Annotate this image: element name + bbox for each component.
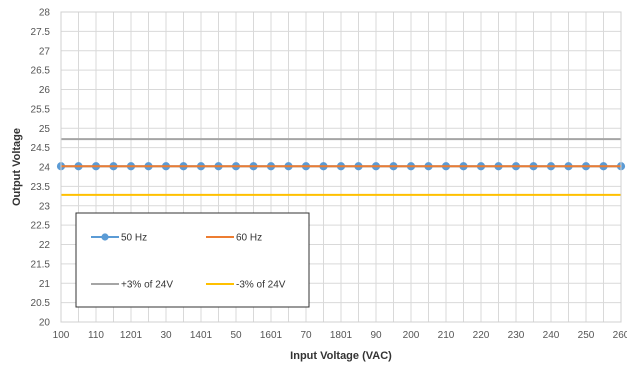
legend-label-50-hz: 50 Hz	[121, 233, 147, 244]
y-tick-label: 20	[39, 318, 51, 329]
x-axis-title: Input Voltage (VAC)	[290, 350, 392, 362]
legend-box	[75, 212, 310, 308]
y-tick-label: 23	[39, 201, 51, 212]
chart-legend: 50 Hz 60 Hz +3% of 24V -3% of 24V	[75, 212, 310, 308]
x-tick-label: 220	[473, 330, 490, 341]
x-tick-label: 200	[403, 330, 420, 341]
x-tick-label: 110	[88, 330, 104, 341]
x-axis-ticks: 100 110 1201 30 1401 50 1601 70 1801 90 200 210 220 2…	[53, 330, 627, 341]
x-tick-label: 240	[543, 330, 560, 341]
y-tick-label: 27.5	[31, 27, 51, 38]
y-tick-label: 27	[39, 46, 51, 57]
plot-border	[60, 11, 622, 323]
legend-label-3-of-24v: -3% of 24V	[236, 280, 286, 291]
y-tick-label: 26.5	[31, 66, 51, 77]
x-tick-label: 1201	[120, 330, 143, 341]
chart-series	[56, 138, 626, 196]
y-tick-label: 22	[39, 240, 51, 251]
legend-label-60-hz: 60 Hz	[236, 233, 262, 244]
y-axis-ticks: 20 20.5 21 21.5 22 22.5 23 23.5 24 24.5 25 25.5 26 26…	[31, 8, 51, 329]
y-tick-label: 22.5	[31, 221, 51, 232]
y-tick-label: 24.5	[31, 143, 51, 154]
y-tick-label: 25	[39, 124, 51, 135]
x-tick-label: 50	[230, 330, 242, 341]
y-tick-label: 21	[39, 279, 51, 290]
x-tick-label: 1401	[190, 330, 213, 341]
x-tick-label: 100	[53, 330, 70, 341]
x-tick-label: 210	[438, 330, 455, 341]
x-tick-label: 30	[160, 330, 172, 341]
x-tick-label: 1801	[330, 330, 353, 341]
y-tick-label: 24	[39, 163, 51, 174]
y-tick-label: 26	[39, 85, 51, 96]
x-tick-label: 230	[508, 330, 525, 341]
y-tick-label: 28	[39, 8, 51, 19]
x-tick-label: 70	[300, 330, 312, 341]
y-tick-label: 20.5	[31, 298, 51, 309]
x-tick-label: 250	[578, 330, 595, 341]
legend-label-3-of-24v: +3% of 24V	[121, 280, 173, 291]
y-axis-title: Output Voltage	[11, 128, 23, 206]
x-tick-label: 1601	[260, 330, 283, 341]
y-tick-label: 23.5	[31, 182, 51, 193]
x-tick-label: 90	[370, 330, 382, 341]
x-tick-label: 260	[613, 330, 627, 341]
y-tick-label: 21.5	[31, 259, 51, 270]
y-tick-label: 25.5	[31, 104, 51, 115]
legend-marker-50-hz	[101, 233, 109, 241]
